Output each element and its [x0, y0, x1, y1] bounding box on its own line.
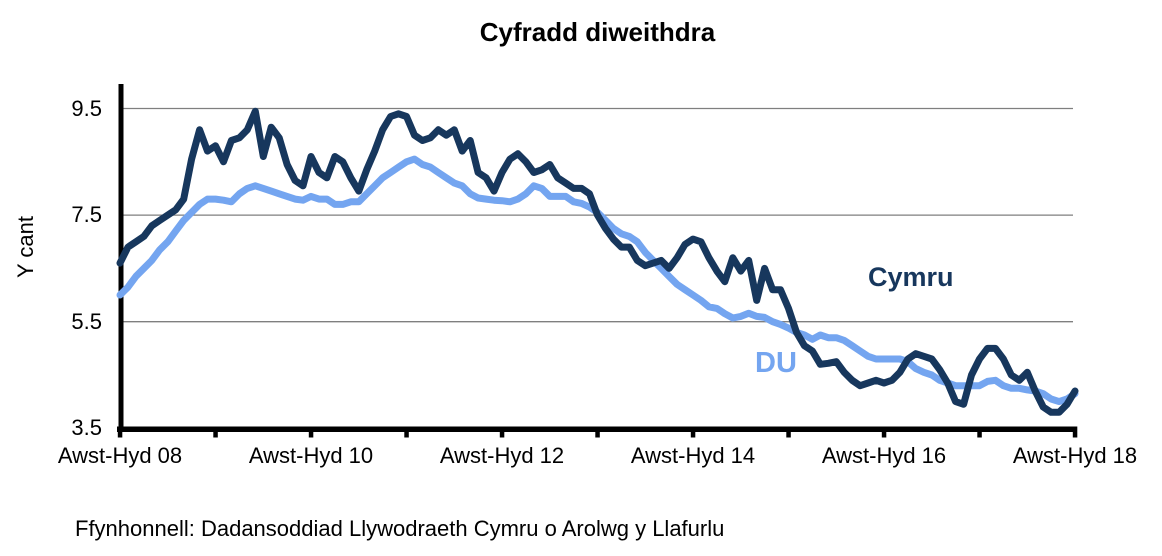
source-note: Ffynhonnell: Dadansoddiad Llywodraeth Cy…	[75, 516, 725, 541]
y-tick-label: 7.5	[71, 202, 102, 228]
x-axis-tick	[213, 426, 218, 438]
x-tick-label: Awst-Hyd 18	[1012, 443, 1138, 468]
x-tick-label: Awst-Hyd 16	[821, 443, 947, 468]
x-axis-tick	[786, 426, 791, 438]
x-axis-tick	[881, 426, 887, 438]
y-tick-label: 5.5	[71, 308, 102, 334]
series-label-cymru: Cymru	[868, 262, 954, 292]
x-axis-tick	[499, 426, 505, 438]
cymru-line	[116, 107, 1079, 416]
y-tick-label: 3.5	[71, 415, 102, 441]
x-axis-tick	[404, 426, 409, 438]
page-title: Cyfradd diweithdra	[479, 17, 716, 47]
x-tick-label: Awst-Hyd 10	[248, 443, 374, 468]
x-tick-label: Awst-Hyd 14	[630, 443, 756, 468]
x-axis-tick	[595, 426, 600, 438]
series-label-du: DU	[755, 347, 797, 379]
x-axis-tick	[690, 426, 696, 438]
x-tick-label: Awst-Hyd 12	[439, 443, 565, 468]
y-tick-label: 9.5	[71, 95, 102, 121]
x-axis-tick	[117, 426, 123, 438]
x-axis-tick	[1072, 426, 1078, 438]
x-tick-label: Awst-Hyd 08	[57, 443, 183, 468]
x-axis-tick	[308, 426, 314, 438]
x-axis-tick	[977, 426, 982, 438]
